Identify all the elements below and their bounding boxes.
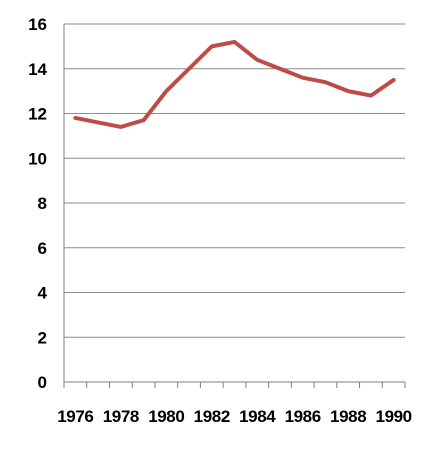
y-tick-label: 0 [38, 373, 47, 392]
x-tick-label: 1982 [194, 407, 230, 426]
y-tick-label: 6 [38, 239, 47, 258]
y-tick-label: 2 [38, 328, 47, 347]
x-axis-ticks [63, 382, 406, 388]
y-tick-label: 4 [38, 284, 48, 303]
y-axis-tick-labels: 0 2 4 6 8 10 12 14 16 [28, 15, 47, 392]
y-tick-label: 8 [38, 194, 47, 213]
x-tick-label: 1990 [376, 407, 412, 426]
x-tick-label: 1988 [330, 407, 366, 426]
x-tick-label: 1976 [57, 407, 93, 426]
series-line [73, 39, 396, 129]
x-tick-label: 1984 [239, 407, 276, 426]
x-tick-label: 1978 [103, 407, 139, 426]
x-tick-label: 1980 [148, 407, 184, 426]
y-tick-label: 10 [28, 149, 47, 168]
y-tick-label: 16 [28, 15, 47, 34]
x-tick-label: 1986 [285, 407, 321, 426]
gridlines [64, 23, 405, 338]
y-tick-label: 12 [28, 105, 47, 124]
x-axis-tick-labels: 1976 1978 1980 1982 1984 1986 1988 1990 [57, 407, 412, 426]
y-tick-label: 14 [28, 60, 47, 79]
series-layer [73, 39, 396, 129]
